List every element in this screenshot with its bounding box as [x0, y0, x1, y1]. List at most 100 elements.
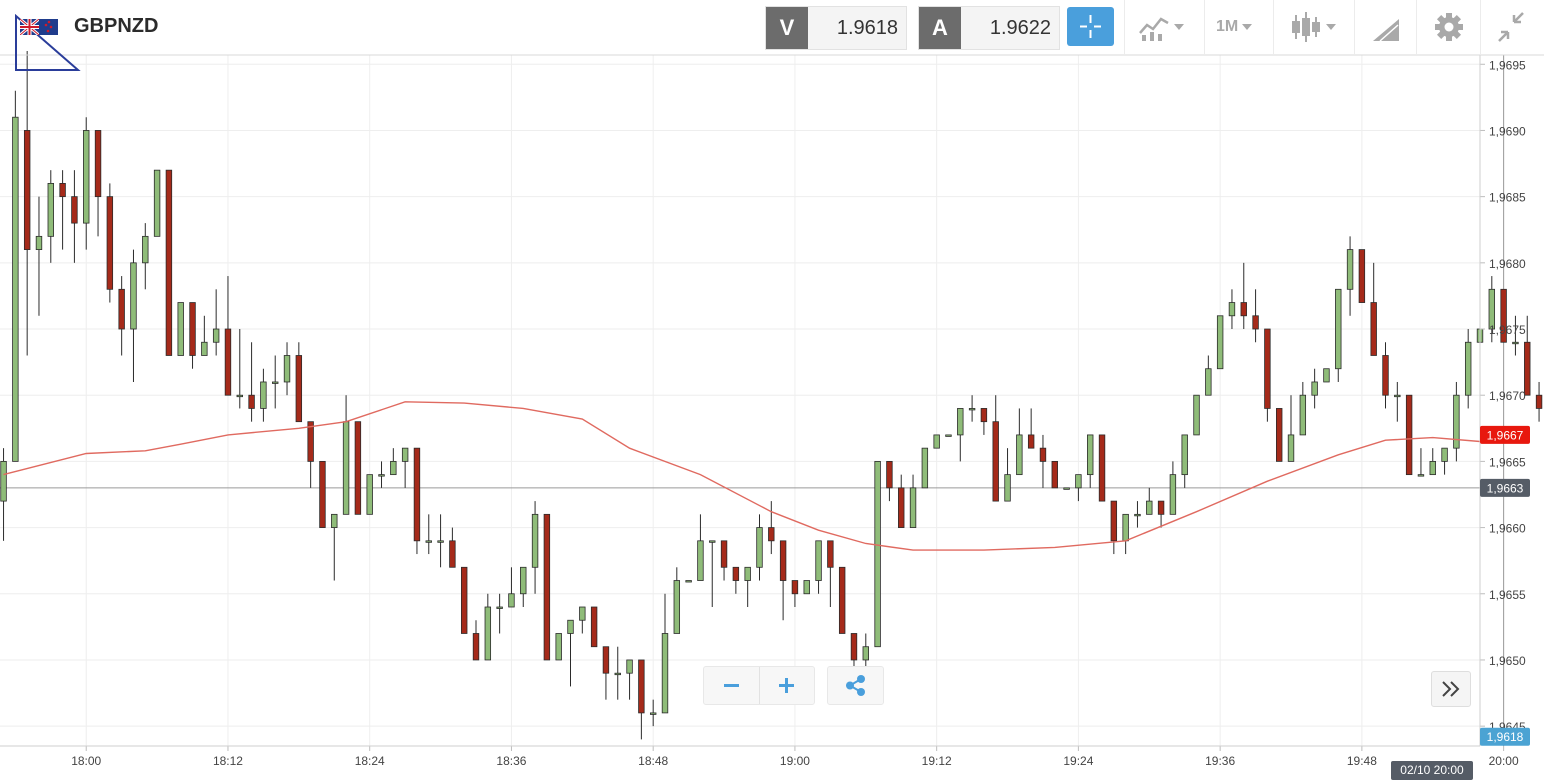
candle-down: [224, 328, 232, 396]
candle-down: [319, 460, 326, 528]
candle-up: [1016, 434, 1023, 476]
x-tick-label: 19:24: [1063, 754, 1093, 768]
candle-down: [1110, 500, 1118, 542]
bid-quote-button[interactable]: V 1.9618: [765, 6, 907, 50]
x-tick-label: 18:36: [496, 754, 526, 768]
collapse-button[interactable]: [1495, 7, 1529, 47]
chevron-down-icon: [1326, 24, 1336, 30]
candle-up: [1394, 394, 1401, 398]
candle-down: [449, 540, 456, 568]
candle-down: [720, 540, 728, 568]
candle-up: [236, 394, 243, 398]
candle-up: [1228, 302, 1236, 317]
candle-down: [460, 566, 468, 634]
symbol-flag-frame: [15, 14, 81, 71]
chart-type-dropdown[interactable]: [1138, 7, 1194, 47]
candle-up: [520, 566, 527, 595]
candle-up: [673, 580, 681, 634]
moving-average-line: [3, 401, 1481, 551]
timeframe-dropdown[interactable]: 1M: [1216, 7, 1262, 47]
toolbar: GBPNZD V 1.9618 A 1.9622 1M: [0, 0, 1544, 71]
candle-up: [626, 659, 633, 674]
scroll-right-button[interactable]: [1431, 671, 1471, 707]
zoom-out-button[interactable]: [704, 667, 760, 704]
ma-price-badge-bg: [1480, 425, 1530, 444]
zoom-in-button[interactable]: [759, 667, 814, 704]
candle-down: [118, 288, 125, 330]
candlestick-icon: [1292, 12, 1320, 42]
zoom-out-icon: [724, 684, 739, 687]
price-badges: 1,9667 1,9663 1,9618: [1480, 425, 1530, 746]
candle-up: [579, 606, 586, 621]
candle-up: [555, 633, 562, 661]
candle-down: [94, 130, 102, 198]
share-button[interactable]: [827, 666, 884, 705]
candle-down: [638, 659, 645, 714]
candlestick-dropdown[interactable]: [1290, 7, 1346, 47]
candle-up: [1146, 500, 1153, 515]
candle-up: [697, 540, 704, 581]
x-tick-label: 19:36: [1205, 754, 1235, 768]
candle-up: [1441, 447, 1448, 462]
candle-down: [1264, 328, 1271, 409]
candle-up: [401, 447, 409, 462]
symbol-title: GBPNZD: [74, 15, 159, 37]
ma-price-badge: 1,9667: [1487, 428, 1524, 442]
y-tick-label: 1,9675: [1489, 323, 1526, 337]
candle-up: [1299, 394, 1307, 436]
candle-down: [898, 487, 905, 528]
candle-down: [1039, 447, 1047, 462]
candle-up: [1181, 434, 1188, 476]
candle-up: [201, 341, 208, 356]
candle-up: [1087, 434, 1094, 476]
candle-up: [331, 513, 338, 528]
candle-down: [827, 540, 834, 568]
candle-down: [1276, 408, 1283, 462]
toolbar-divider: [1204, 0, 1205, 55]
crosshair-icon: [1080, 15, 1101, 38]
candle-down: [1370, 302, 1377, 356]
candle-up: [1512, 341, 1519, 345]
drawing-tools-button[interactable]: [1370, 7, 1404, 47]
candle-up: [803, 580, 810, 595]
x-tick-label: 18:12: [213, 754, 243, 768]
x-tick-label: 18:24: [355, 754, 385, 768]
candle-up: [957, 408, 964, 436]
candle-down: [1240, 302, 1247, 317]
candle-up: [862, 646, 869, 661]
candle-down: [886, 460, 893, 489]
candle-down: [1405, 394, 1413, 476]
candle-up: [1323, 368, 1330, 383]
candle-up: [1063, 487, 1070, 490]
x-tick-label: 18:48: [638, 754, 668, 768]
scroll-right-icon: [1442, 681, 1460, 697]
y-tick-label: 1,9680: [1489, 257, 1526, 271]
settings-button[interactable]: [1433, 7, 1467, 47]
candle-down: [1027, 434, 1035, 449]
x-tick-label: 19:48: [1347, 754, 1377, 768]
y-tick-label: 1,9660: [1489, 522, 1526, 536]
candle-down: [779, 540, 787, 581]
candle-down: [732, 566, 740, 581]
ask-quote-button[interactable]: A 1.9622: [918, 6, 1060, 50]
candle-up: [1004, 474, 1011, 502]
candle-down: [590, 606, 598, 648]
candle-down: [543, 513, 551, 661]
candle-up: [0, 460, 7, 502]
candle-up: [342, 421, 350, 515]
candle-up: [933, 434, 940, 449]
x-tick-label: 20:00: [1489, 754, 1519, 768]
gbp-nzd-flag-icon: [20, 19, 58, 35]
timeframe-label: 1M: [1216, 18, 1239, 35]
candle-down: [1098, 434, 1106, 502]
candle-up: [968, 408, 976, 411]
candle-up: [83, 130, 90, 224]
candle-up: [272, 381, 279, 384]
candle-up: [1134, 513, 1141, 517]
candle-down: [354, 421, 362, 515]
candle-down: [307, 421, 314, 462]
toolbar-divider: [1354, 0, 1355, 55]
crosshair-button[interactable]: [1067, 7, 1114, 46]
